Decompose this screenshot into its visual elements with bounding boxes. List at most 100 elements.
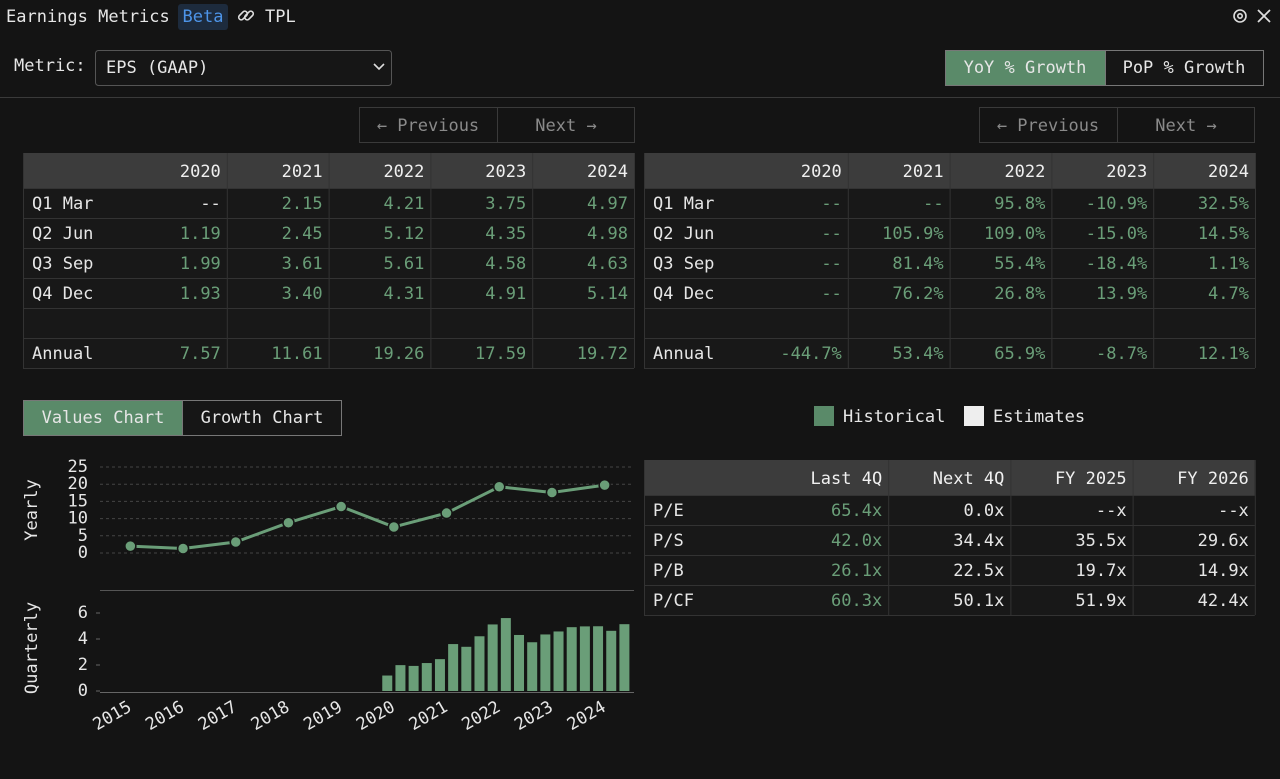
table-header-bg bbox=[644, 460, 1255, 495]
legend-label: Historical bbox=[843, 407, 945, 427]
bar bbox=[382, 675, 393, 691]
x-tick-label: 2021 bbox=[406, 697, 451, 735]
point bbox=[176, 542, 190, 555]
column-header: FY 2026 bbox=[1177, 469, 1249, 489]
cell: 11.61 bbox=[271, 344, 322, 364]
column-header: 2020 bbox=[801, 162, 842, 182]
yoy-label: YoY % Growth bbox=[964, 58, 1087, 78]
bar bbox=[395, 665, 406, 691]
previous-button[interactable]: ← Previous bbox=[997, 116, 1099, 136]
row-label: Q2 Jun bbox=[653, 224, 714, 244]
point bbox=[440, 506, 453, 520]
x-tick-label: 2015 bbox=[90, 697, 135, 735]
close-icon[interactable] bbox=[1257, 9, 1271, 23]
row-label: Q3 Sep bbox=[653, 254, 714, 274]
cell: 51.9x bbox=[1075, 591, 1126, 611]
cell: -- bbox=[821, 284, 841, 304]
x-tick-label: 2019 bbox=[300, 697, 345, 735]
cell: 4.58 bbox=[485, 254, 526, 274]
link-icon[interactable] bbox=[237, 10, 255, 21]
cell: 7.57 bbox=[180, 344, 221, 364]
previous-button[interactable]: ← Previous bbox=[377, 116, 479, 136]
point bbox=[334, 500, 348, 513]
bar bbox=[421, 663, 432, 691]
bar bbox=[448, 644, 459, 691]
cell: -15.0% bbox=[1086, 224, 1147, 244]
point bbox=[229, 535, 242, 549]
row-label: Q1 Mar bbox=[653, 194, 714, 214]
cell: -- bbox=[821, 224, 841, 244]
cell: --x bbox=[1096, 501, 1127, 521]
bar bbox=[566, 627, 577, 691]
growth-tab-label: Growth Chart bbox=[201, 408, 324, 428]
x-tick-label: 2022 bbox=[459, 697, 504, 735]
table-header-bg bbox=[644, 153, 1255, 188]
settings-icon[interactable] bbox=[1233, 9, 1247, 23]
cell: 13.9% bbox=[1096, 284, 1147, 304]
bar bbox=[474, 636, 485, 691]
y-tick-label: 15 bbox=[68, 491, 88, 511]
y-axis-label: Yearly bbox=[22, 479, 42, 540]
row-label: Q4 Dec bbox=[32, 284, 93, 304]
bar bbox=[408, 665, 419, 691]
bar bbox=[514, 634, 525, 691]
cell: 1.99 bbox=[180, 254, 221, 274]
cell: 1.19 bbox=[180, 224, 221, 244]
cell: 26.8% bbox=[994, 284, 1045, 304]
column-header: Last 4Q bbox=[811, 469, 883, 489]
cell: 3.61 bbox=[282, 254, 323, 274]
cell: 60.3x bbox=[831, 591, 882, 611]
cell: 32.5% bbox=[1198, 194, 1249, 214]
y-tick-label: 5 bbox=[78, 526, 88, 546]
cell: 4.97 bbox=[587, 194, 628, 214]
next-button[interactable]: Next → bbox=[535, 116, 596, 136]
cell: 3.75 bbox=[485, 194, 526, 214]
column-header: 2024 bbox=[1208, 162, 1249, 182]
bar bbox=[487, 624, 498, 691]
badge: Beta bbox=[183, 7, 224, 27]
cell: 26.1x bbox=[831, 561, 882, 581]
point bbox=[282, 516, 295, 529]
cell: 81.4% bbox=[892, 254, 943, 274]
line bbox=[130, 483, 605, 551]
table-header-bg bbox=[23, 153, 634, 188]
column-header: FY 2025 bbox=[1055, 469, 1127, 489]
values-tab-label: Values Chart bbox=[42, 408, 165, 428]
bar bbox=[540, 634, 551, 691]
cell: 2.15 bbox=[282, 194, 323, 214]
y-tick-label: 25 bbox=[68, 457, 88, 477]
cell: -10.9% bbox=[1086, 194, 1147, 214]
cell: 42.4x bbox=[1198, 591, 1249, 611]
legend-swatch bbox=[814, 406, 834, 426]
y-tick-label: 6 bbox=[78, 603, 88, 623]
cell: 4.63 bbox=[587, 254, 628, 274]
pop-button[interactable] bbox=[1105, 50, 1264, 86]
row-label: Annual bbox=[32, 344, 93, 364]
cell: 95.8% bbox=[994, 194, 1045, 214]
point bbox=[545, 486, 559, 499]
cell: 19.72 bbox=[577, 344, 628, 364]
cell: 65.4x bbox=[831, 501, 882, 521]
bar bbox=[461, 646, 472, 691]
growth-tab[interactable] bbox=[182, 400, 342, 436]
bar bbox=[579, 626, 590, 691]
row-label: Annual bbox=[653, 344, 714, 364]
x-tick-label: 2020 bbox=[353, 697, 398, 735]
cell: 109.0% bbox=[984, 224, 1045, 244]
column-header: 2020 bbox=[180, 162, 221, 182]
badge-bg bbox=[178, 4, 228, 30]
cell: 35.5x bbox=[1075, 531, 1126, 551]
values-tab[interactable] bbox=[23, 400, 183, 436]
next-button[interactable]: Next → bbox=[1155, 116, 1216, 136]
column-header: 2021 bbox=[903, 162, 944, 182]
cell: 53.4% bbox=[892, 344, 943, 364]
cell: 1.1% bbox=[1208, 254, 1249, 274]
row-label: Q2 Jun bbox=[32, 224, 93, 244]
title: Earnings Metrics bbox=[6, 7, 170, 27]
chevron bbox=[373, 63, 385, 71]
cell: 76.2% bbox=[892, 284, 943, 304]
metric-select[interactable] bbox=[95, 50, 392, 86]
row-label: P/CF bbox=[653, 591, 694, 611]
